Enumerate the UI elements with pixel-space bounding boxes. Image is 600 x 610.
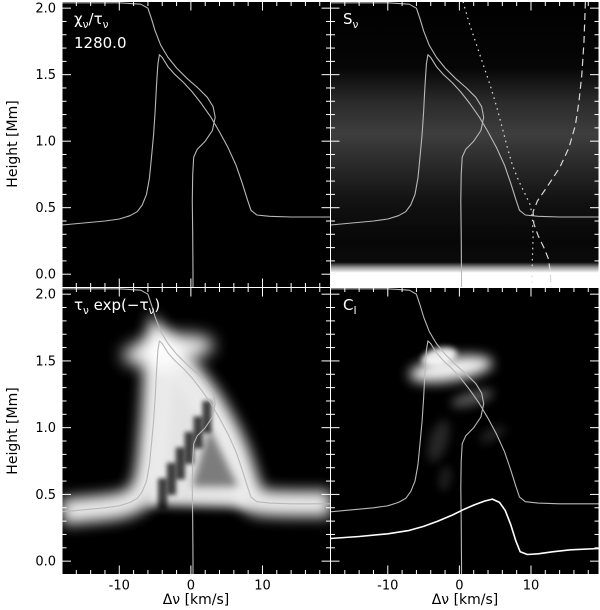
axis-ticks-tau-exp — [62, 287, 331, 575]
staircase-dark-step — [193, 416, 203, 449]
source-function-shading — [330, 1, 599, 288]
staircase-dark-step — [175, 447, 186, 480]
panel-background — [62, 1, 331, 288]
x-tick-label: -10 — [377, 579, 398, 594]
y-tick-label: 0.5 — [35, 201, 56, 216]
x-tick-label: 10 — [254, 579, 271, 594]
curve-velocity — [330, 2, 485, 288]
staircase-dark-step — [202, 400, 212, 434]
y-tick-label: 0.0 — [35, 268, 56, 283]
curve-tau-eq-1 — [62, 340, 331, 513]
curve-tau-eq-1 — [330, 340, 599, 513]
curve-velocity — [62, 2, 216, 288]
panel-tau-exp — [62, 287, 331, 575]
axis-ticks-contribution-function — [330, 287, 599, 575]
curve-tau-eq-1 — [62, 54, 331, 226]
x-tick-label: 0 — [455, 579, 463, 594]
staircase-dark-step — [166, 462, 177, 495]
panel-label-tau-exp: τν exp(−τν) — [74, 296, 161, 317]
curve-velocity — [330, 288, 485, 575]
y-tick-label: 2.0 — [35, 288, 56, 303]
y-tick-label: 0.0 — [35, 555, 56, 570]
y-tick-label: 1.0 — [35, 135, 56, 150]
y-tick-label: 1.0 — [35, 421, 56, 436]
panel-label-chi-over-tau: χν/τν — [74, 10, 109, 31]
y-tick-label: 1.5 — [35, 68, 56, 83]
panel-background — [330, 287, 599, 575]
staircase-dark-step — [157, 478, 168, 511]
y-axis-label-top-row: Height [Mm] — [5, 100, 21, 188]
contribution-blob — [437, 465, 453, 492]
curve-tau-eq-1 — [330, 54, 599, 226]
y-tick-label: 0.5 — [35, 488, 56, 503]
panel-label-source-function: Sν — [343, 10, 359, 31]
panel-source-function — [330, 1, 599, 288]
frequency-annotation: 1280.0 — [74, 34, 127, 52]
panel-label-contribution-function: CI — [343, 296, 357, 317]
x-axis-label-right-column: Δν [km/s] — [431, 592, 499, 608]
panel-contribution-function — [330, 287, 599, 575]
y-axis-label-bottom-row: Height [Mm] — [5, 387, 21, 475]
contribution-blob — [427, 419, 450, 463]
panel-chi-over-tau — [62, 1, 331, 288]
curve-planck-function — [532, 1, 586, 288]
contribution-blob — [451, 389, 494, 408]
x-axis-label-left-column: Δν [km/s] — [162, 592, 230, 608]
curve-velocity — [62, 288, 216, 575]
x-tick-label: 0 — [187, 579, 195, 594]
staircase-dark-step — [184, 431, 194, 464]
interior-dark-wedge — [192, 427, 239, 487]
x-tick-label: -10 — [109, 579, 130, 594]
contribution-blob — [479, 426, 505, 443]
axis-ticks-source-function — [330, 1, 599, 288]
x-tick-label: 10 — [523, 579, 540, 594]
panel-frame — [330, 287, 600, 575]
y-tick-label: 2.0 — [35, 2, 56, 17]
y-tick-label: 1.5 — [35, 354, 56, 369]
axis-ticks-chi-over-tau — [62, 1, 331, 288]
tau-peak-glow — [122, 334, 214, 367]
curve-intensity-profile — [330, 498, 599, 556]
